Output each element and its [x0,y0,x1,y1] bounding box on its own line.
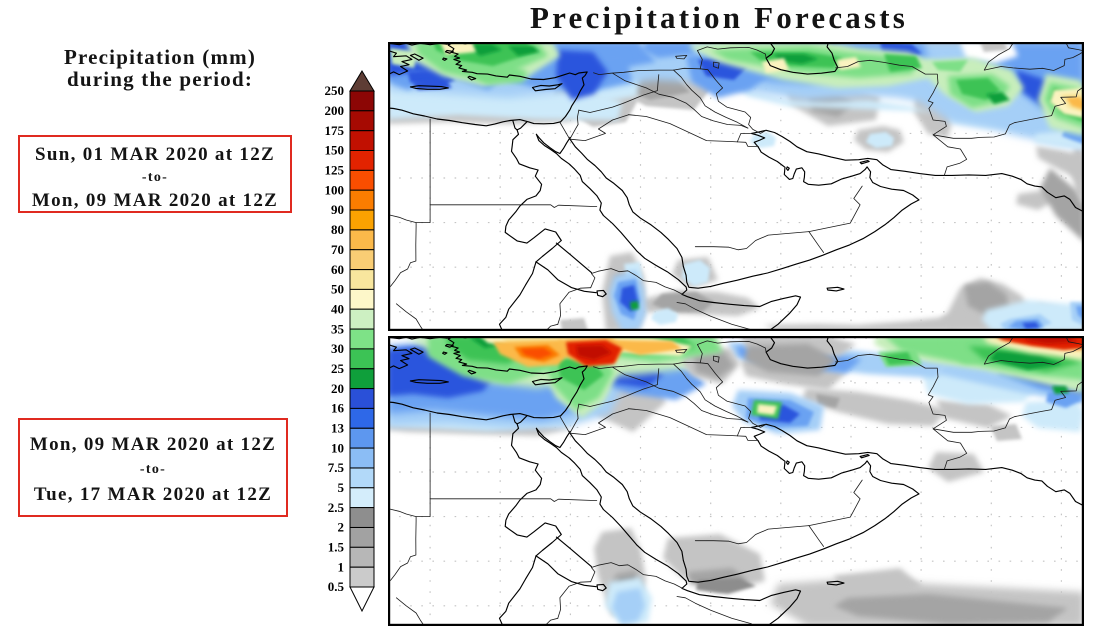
svg-text:60: 60 [331,262,344,277]
svg-text:1.5: 1.5 [328,540,345,555]
svg-text:13: 13 [331,421,345,436]
svg-text:16: 16 [331,401,345,416]
svg-text:0.5: 0.5 [328,579,345,594]
svg-text:10: 10 [331,440,344,455]
svg-text:2.5: 2.5 [328,500,345,515]
svg-text:30: 30 [331,341,344,356]
svg-text:25: 25 [331,361,345,376]
svg-text:100: 100 [325,182,345,197]
svg-text:90: 90 [331,202,344,217]
svg-text:175: 175 [325,123,345,138]
svg-text:80: 80 [331,222,344,237]
svg-text:40: 40 [331,301,344,316]
svg-text:125: 125 [325,163,345,178]
svg-text:70: 70 [331,242,344,257]
svg-text:50: 50 [331,282,344,297]
svg-text:2: 2 [338,520,345,535]
svg-text:7.5: 7.5 [328,460,345,475]
svg-text:35: 35 [331,321,345,336]
svg-text:150: 150 [325,143,345,158]
svg-text:20: 20 [331,381,344,396]
svg-text:5: 5 [338,480,345,495]
svg-text:1: 1 [338,559,345,574]
svg-text:250: 250 [325,83,345,98]
svg-text:200: 200 [325,103,345,118]
